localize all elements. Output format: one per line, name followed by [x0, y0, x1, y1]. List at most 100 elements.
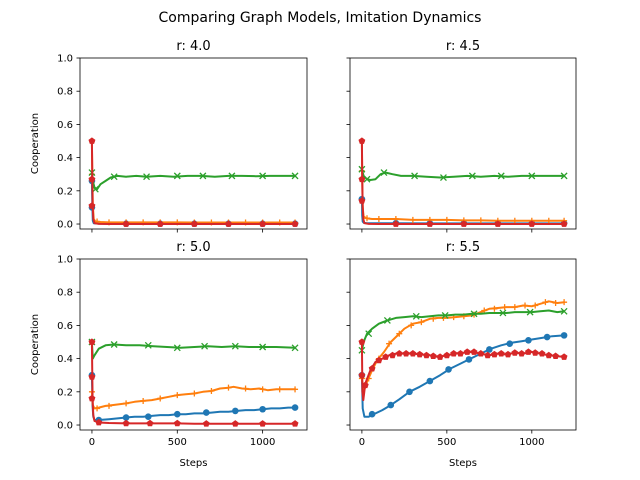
series-group	[88, 338, 299, 427]
data-point-red	[202, 420, 210, 427]
x-tick-label: 1000	[250, 437, 275, 448]
data-point-blue	[387, 401, 395, 409]
data-point-green	[259, 343, 267, 351]
data-point-red	[392, 220, 400, 227]
subplot-4: r: 5.5 0 500 1000 Steps	[346, 240, 577, 469]
data-point-blue	[406, 388, 413, 396]
data-point-green	[411, 172, 419, 180]
data-point-red	[291, 420, 299, 427]
data-point-red	[88, 202, 96, 209]
data-point-green	[528, 172, 536, 180]
series-line-green	[90, 171, 297, 191]
y-tick-label: 0.0	[57, 220, 73, 231]
data-point-red	[560, 220, 568, 227]
data-point-red	[450, 350, 458, 357]
data-point-red	[259, 220, 266, 227]
data-point-red	[484, 351, 492, 359]
subplot-2: r: 4.5	[346, 39, 577, 233]
data-point-green	[291, 344, 299, 352]
data-point-orange	[443, 216, 450, 223]
data-point-red	[463, 348, 471, 355]
data-point-orange	[225, 384, 232, 391]
data-point-green	[291, 172, 299, 180]
data-point-green	[526, 308, 534, 316]
data-point-blue	[368, 410, 376, 418]
data-point-red	[491, 350, 498, 358]
data-point-green	[560, 307, 568, 315]
y-tick-label: 0.4	[57, 354, 73, 365]
y-axis-label: Cooperation	[30, 113, 41, 174]
data-point-green	[439, 174, 447, 181]
data-point-orange	[191, 390, 198, 397]
data-point-red	[190, 220, 198, 227]
data-point-green	[499, 309, 507, 317]
x-axis-label: Steps	[449, 458, 477, 469]
data-point-red	[156, 220, 164, 227]
data-point-orange	[123, 400, 130, 407]
data-point-orange	[481, 307, 488, 314]
data-point-red	[259, 420, 266, 427]
x-axis-label: Steps	[180, 458, 208, 469]
data-point-red	[511, 349, 519, 356]
data-point-orange	[491, 305, 498, 312]
data-point-green	[231, 342, 239, 350]
data-point-orange	[94, 405, 101, 412]
y-tick-label: 0.4	[57, 153, 73, 164]
series-group	[88, 137, 299, 227]
series-line-green	[360, 168, 566, 181]
data-point-red	[409, 350, 417, 357]
data-point-orange	[408, 322, 415, 329]
data-point-orange	[561, 299, 568, 306]
subplot-title: r: 4.0	[176, 39, 210, 54]
data-point-red	[518, 350, 525, 357]
data-point-blue	[426, 377, 434, 385]
series-line-blue	[90, 374, 297, 421]
data-point-red	[494, 220, 502, 227]
data-point-green	[380, 169, 388, 177]
data-point-orange	[511, 217, 518, 224]
x-tick-label: 0	[89, 437, 95, 448]
data-point-green	[259, 172, 267, 180]
data-point-red	[146, 419, 154, 427]
data-point-green	[173, 172, 181, 180]
data-point-green	[412, 312, 420, 320]
data-point-orange	[157, 395, 164, 402]
subplot-title: r: 5.0	[176, 240, 210, 255]
data-point-red	[477, 350, 485, 357]
data-point-red	[88, 338, 96, 345]
data-point-green	[365, 330, 373, 338]
data-point-green	[199, 172, 207, 180]
data-point-green	[497, 172, 505, 180]
data-point-green	[468, 172, 476, 180]
axes-frame	[79, 57, 308, 230]
data-point-red	[402, 350, 410, 357]
data-point-red	[173, 419, 181, 427]
data-point-orange	[552, 299, 559, 306]
data-point-orange	[140, 397, 147, 404]
data-point-orange	[522, 302, 529, 309]
data-point-red	[531, 349, 539, 356]
subplot-1: r: 4.0 0.0 0.2 0.4 0.6 0.8 1.0 Cooperation	[30, 39, 308, 233]
data-point-green	[470, 310, 478, 318]
x-tick-label: 500	[168, 437, 187, 448]
data-point-blue	[291, 404, 299, 411]
data-point-red	[528, 220, 536, 227]
data-point-red	[368, 365, 376, 372]
data-point-orange	[276, 386, 283, 393]
data-point-orange	[396, 330, 403, 337]
data-point-red	[429, 352, 437, 359]
axes-frame	[349, 57, 577, 230]
data-point-green	[110, 341, 118, 348]
x-tick-label: 0	[359, 437, 365, 448]
y-tick-label: 1.0	[57, 54, 73, 65]
data-point-red	[95, 418, 103, 426]
data-point-red	[525, 348, 532, 355]
data-point-orange	[363, 215, 370, 222]
data-point-red	[88, 137, 96, 144]
data-point-blue	[445, 366, 452, 373]
data-point-orange	[174, 392, 181, 399]
data-point-red	[457, 350, 464, 357]
data-point-red	[395, 350, 403, 357]
